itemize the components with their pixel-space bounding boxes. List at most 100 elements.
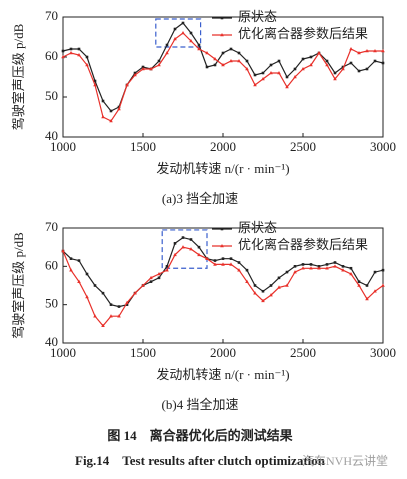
marker [293, 270, 297, 274]
marker [101, 291, 105, 295]
marker [213, 259, 217, 262]
marker [93, 83, 97, 87]
marker [301, 263, 305, 266]
marker [197, 47, 201, 51]
marker [85, 55, 89, 59]
y-tick-label: 70 [45, 219, 58, 234]
marker [221, 51, 225, 55]
marker [173, 242, 177, 245]
marker [213, 63, 217, 67]
y-tick-label: 40 [45, 334, 58, 349]
marker [317, 266, 321, 270]
marker [189, 247, 193, 251]
marker [309, 63, 313, 67]
marker [77, 53, 81, 57]
marker [301, 57, 305, 61]
marker [309, 263, 313, 266]
marker [253, 83, 257, 87]
marker [269, 284, 273, 287]
subtitle: (b)4 挡全加速 [162, 397, 239, 412]
marker [213, 262, 217, 266]
marker [253, 291, 257, 295]
marker [301, 67, 305, 71]
marker [181, 236, 185, 239]
marker [77, 47, 81, 51]
marker [189, 238, 193, 241]
marker [341, 265, 345, 268]
y-axis-label: 驾驶室声压级 p/dB [11, 232, 26, 339]
marker [205, 65, 209, 69]
marker [373, 289, 377, 293]
marker [229, 47, 233, 51]
highlight-box [161, 229, 208, 269]
marker [125, 300, 129, 305]
marker [325, 59, 329, 63]
x-tick-label: 2000 [210, 345, 236, 360]
marker [237, 59, 241, 63]
marker [149, 275, 153, 280]
x-tick-label: 3000 [370, 139, 396, 154]
x-tick-label: 1500 [130, 345, 156, 360]
marker [165, 43, 169, 47]
y-tick-label: 60 [45, 257, 58, 272]
marker [149, 67, 153, 71]
marker [69, 257, 73, 260]
x-axis-label: 发动机转速 n/(r · min⁻¹) [156, 367, 289, 382]
x-axis-label: 发动机转速 n/(r · min⁻¹) [156, 161, 289, 176]
marker [269, 63, 273, 67]
marker [261, 289, 265, 293]
marker [349, 272, 353, 276]
marker [381, 283, 385, 287]
highlight-box [155, 18, 202, 48]
marker [285, 85, 289, 89]
figure-caption-cn: 图 14 离合器优化后的测试结果 [107, 428, 292, 443]
marker [253, 73, 257, 77]
marker [221, 257, 225, 260]
marker [229, 257, 233, 260]
marker [357, 283, 361, 287]
legend-marker [220, 227, 224, 231]
marker [101, 99, 105, 103]
marker [93, 284, 97, 287]
marker [109, 119, 113, 123]
marker [341, 268, 345, 272]
marker [133, 291, 137, 295]
marker [165, 265, 169, 268]
marker [277, 71, 281, 75]
marker [221, 262, 225, 266]
marker [125, 83, 129, 87]
marker [253, 284, 257, 287]
marker [293, 67, 297, 71]
marker [325, 263, 329, 266]
marker [141, 283, 145, 287]
marker [117, 305, 121, 308]
legend-label: 优化离合器参数后结果 [238, 26, 368, 41]
marker [261, 71, 265, 75]
marker [237, 268, 241, 272]
marker [189, 31, 193, 35]
marker [85, 272, 89, 276]
marker [61, 49, 65, 53]
x-tick-label: 3000 [370, 345, 396, 360]
marker [325, 266, 329, 270]
y-tick-label: 50 [45, 88, 58, 103]
legend-marker [220, 33, 224, 37]
y-axis-label: 驾驶室声压级 p/dB [11, 23, 26, 130]
marker [373, 49, 377, 53]
marker [357, 51, 361, 55]
marker [333, 264, 337, 268]
marker [381, 49, 385, 53]
marker [157, 59, 161, 63]
x-tick-label: 1500 [130, 139, 156, 154]
marker [157, 63, 161, 67]
marker [373, 59, 377, 63]
legend-label: 优化离合器参数后结果 [238, 237, 368, 252]
marker [205, 256, 209, 260]
x-tick-label: 1000 [50, 139, 76, 154]
marker [181, 31, 185, 35]
marker [61, 55, 65, 59]
marker [277, 285, 281, 289]
marker [69, 51, 73, 55]
y-tick-label: 70 [45, 8, 58, 23]
